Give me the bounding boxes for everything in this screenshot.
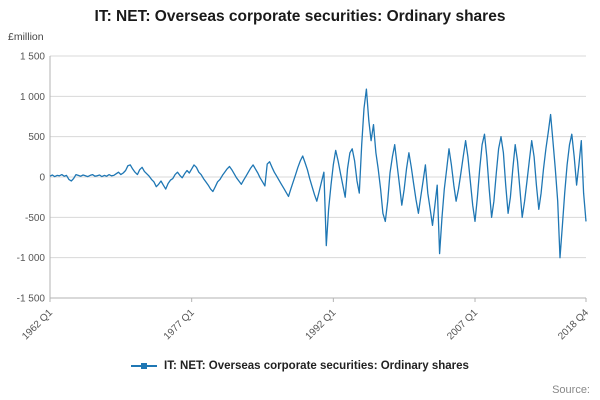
x-tick-label: 1962 Q1 [20, 307, 55, 342]
x-tick-label: 1977 Q1 [162, 307, 197, 342]
y-tick-label: 1 000 [20, 92, 45, 103]
y-tick-label: 500 [28, 132, 45, 143]
x-tick-label: 2018 Q4 [556, 307, 591, 342]
legend-label: IT: NET: Overseas corporate securities: … [164, 360, 469, 372]
series-line [49, 88, 587, 259]
plot-area: 1 500 1 000 500 0 -500 -1 000 -1 500 1962 Q1 197… [17, 52, 592, 343]
x-tick-label: 1992 Q1 [304, 307, 339, 342]
source-label: Source: [552, 384, 590, 396]
y-tick-label: 0 [39, 173, 45, 184]
chart-title: IT: NET: Overseas corporate securities: … [94, 8, 506, 25]
legend-line-marker-icon [131, 363, 158, 369]
y-tick-label: -1 500 [17, 294, 46, 305]
y-tick-label: -500 [25, 213, 45, 224]
x-tick-label: 2007 Q1 [445, 307, 480, 342]
y-tick-label: 1 500 [20, 52, 45, 63]
legend: IT: NET: Overseas corporate securities: … [0, 360, 600, 372]
y-axis-unit-label: £million [8, 31, 44, 43]
y-tick-label: -1 000 [17, 253, 46, 264]
